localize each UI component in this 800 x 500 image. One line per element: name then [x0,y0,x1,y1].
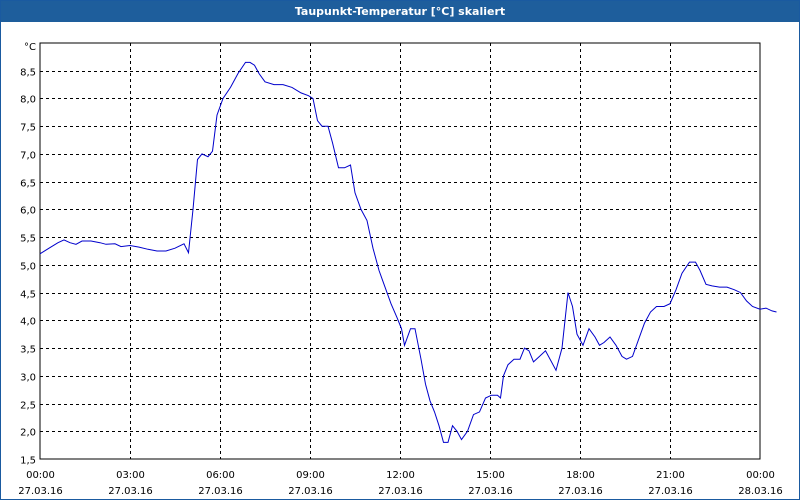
y-tick-labels: 1,5 2,0 2,5 3,0 3,5 4,0 4,5 5,0 5,5 6,0 6,5 7,0 7,5 8… [20,68,36,467]
y-tick-label: 6,5 [20,179,36,190]
x-tick-date: 27.03.16 [198,486,243,497]
x-tick-time: 18:00 [566,470,595,481]
x-tick-date: 27.03.16 [468,486,513,497]
grid-lines [40,43,760,459]
x-tick-date: 27.03.16 [648,486,693,497]
x-tick-date: 28.03.16 [738,486,783,497]
y-tick-label: 4,0 [20,317,36,328]
y-tick-label: 8,5 [20,68,36,79]
y-tick-label: 7,5 [20,123,36,134]
chart-title: Taupunkt-Temperatur [°C] skaliert [1,1,799,22]
y-tick-label: 7,0 [20,151,36,162]
x-tick-date: 27.03.16 [558,486,603,497]
y-tick-label: 5,5 [20,234,36,245]
y-tick-label: 3,0 [20,373,36,384]
y-tick-label: 2,0 [20,428,36,439]
y-tick-label: 2,5 [20,401,36,412]
series-line [39,61,777,443]
y-tick-label: 3,5 [20,345,36,356]
x-tick-date: 27.03.16 [108,486,153,497]
x-tick-time: 06:00 [206,470,235,481]
x-tick-time: 12:00 [386,470,415,481]
y-axis-label: °C [24,42,36,53]
x-tick-time: 21:00 [656,470,685,481]
x-tick-time: 00:00 [26,470,55,481]
y-tick-label: 1,5 [20,456,36,467]
y-tick-label: 6,0 [20,206,36,217]
x-tick-date: 27.03.16 [288,486,333,497]
y-tick-label: 4,5 [20,290,36,301]
x-tick-labels: 00:00 27.03.16 03:00 27.03.16 06:00 27.03.16 0… [18,470,783,497]
x-tick-date: 27.03.16 [378,486,423,497]
x-tick-time: 09:00 [296,470,325,481]
y-tick-label: 5,0 [20,262,36,273]
x-tick-time: 03:00 [116,470,145,481]
x-tick-time: 00:00 [746,470,775,481]
y-tick-label: 8,0 [20,95,36,106]
x-tick-date: 27.03.16 [18,486,63,497]
x-tick-time: 15:00 [476,470,505,481]
